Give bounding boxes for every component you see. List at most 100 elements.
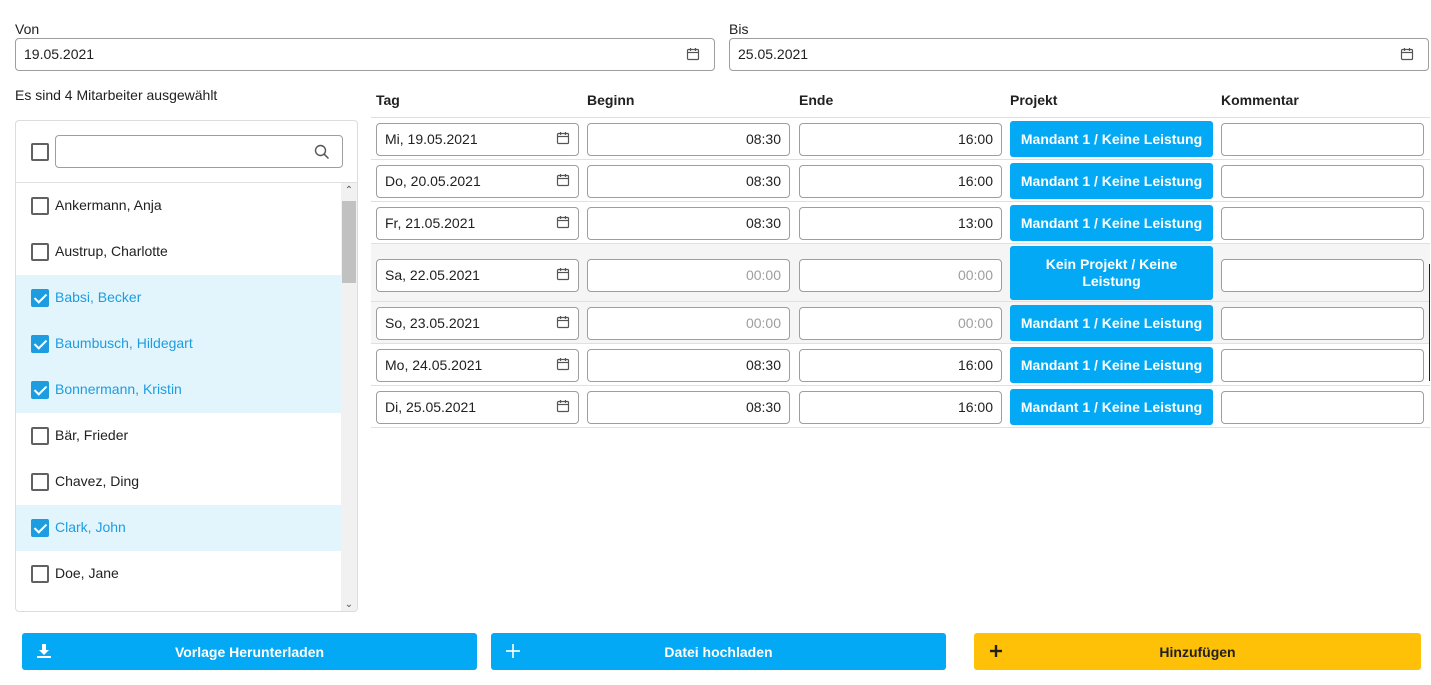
employee-name: Ankermann, Anja	[55, 197, 162, 213]
end-time-input[interactable]: 16:00	[799, 165, 1002, 198]
header-comment: Kommentar	[1221, 92, 1299, 108]
day-input[interactable]: Mo, 24.05.2021	[376, 349, 579, 382]
calendar-icon[interactable]	[556, 357, 570, 371]
list-item[interactable]: Clark, John	[16, 505, 341, 551]
header-end: Ende	[799, 92, 834, 108]
project-button[interactable]: Mandant 1 / Keine Leistung	[1010, 163, 1213, 199]
begin-time-value: 00:00	[745, 315, 781, 331]
begin-time-input[interactable]: 00:00	[587, 307, 790, 340]
header-project: Projekt	[1010, 92, 1058, 108]
employee-checkbox[interactable]	[31, 197, 49, 215]
begin-time-value: 00:00	[745, 267, 781, 283]
project-label: Mandant 1 / Keine Leistung	[1020, 214, 1203, 231]
scroll-down-icon[interactable]: ⌄	[344, 599, 354, 610]
day-input[interactable]: So, 23.05.2021	[376, 307, 579, 340]
from-date-input[interactable]: 19.05.2021	[15, 38, 715, 71]
download-template-label: Vorlage Herunterladen	[174, 643, 325, 660]
end-time-input[interactable]: 13:00	[799, 207, 1002, 240]
begin-time-input[interactable]: 08:30	[587, 207, 790, 240]
to-date-input[interactable]: 25.05.2021	[729, 38, 1429, 71]
comment-input[interactable]	[1221, 207, 1424, 240]
employee-name: Babsi, Becker	[55, 289, 142, 305]
end-time-input[interactable]: 00:00	[799, 259, 1002, 292]
day-input[interactable]: Do, 20.05.2021	[376, 165, 579, 198]
begin-time-input[interactable]: 00:00	[587, 259, 790, 292]
project-button[interactable]: Mandant 1 / Keine Leistung	[1010, 347, 1213, 383]
calendar-icon[interactable]	[556, 267, 570, 281]
comment-input[interactable]	[1221, 123, 1424, 156]
employee-search	[55, 135, 343, 168]
table-row: Mo, 24.05.2021 08:30 16:00 Mandant 1 / Kein…	[371, 344, 1430, 386]
project-label: Kein Projekt / Keine Leistung	[1045, 256, 1178, 289]
employee-checkbox[interactable]	[31, 335, 49, 353]
project-label: Mandant 1 / Keine Leistung	[1020, 172, 1203, 189]
comment-input[interactable]	[1221, 349, 1424, 382]
employee-name: Chavez, Ding	[55, 473, 140, 489]
day-input[interactable]: Fr, 21.05.2021	[376, 207, 579, 240]
scroll-thumb[interactable]	[342, 201, 356, 283]
project-label: Mandant 1 / Keine Leistung	[1020, 356, 1203, 373]
list-item[interactable]: Bonnermann, Kristin	[16, 367, 341, 413]
calendar-icon[interactable]	[556, 399, 570, 413]
day-input[interactable]: Di, 25.05.2021	[376, 391, 579, 424]
employee-checkbox[interactable]	[31, 289, 49, 307]
begin-time-input[interactable]: 08:30	[587, 165, 790, 198]
begin-time-value: 08:30	[745, 173, 781, 189]
to-date-value: 25.05.2021	[738, 46, 809, 62]
day-input[interactable]: Mi, 19.05.2021	[376, 123, 579, 156]
employee-checkbox[interactable]	[31, 381, 49, 399]
list-item[interactable]: Chavez, Ding	[16, 459, 341, 505]
begin-time-input[interactable]: 08:30	[587, 349, 790, 382]
select-all-checkbox[interactable]	[31, 143, 49, 161]
list-item[interactable]: Austrup, Charlotte	[16, 229, 341, 275]
employee-list-scrollbar[interactable]: ⌃ ⌄	[341, 183, 357, 611]
begin-time-input[interactable]: 08:30	[587, 123, 790, 156]
comment-input[interactable]	[1221, 307, 1424, 340]
employee-panel-header	[16, 121, 357, 183]
end-time-input[interactable]: 16:00	[799, 391, 1002, 424]
end-time-input[interactable]: 16:00	[799, 123, 1002, 156]
employee-checkbox[interactable]	[31, 427, 49, 445]
list-item[interactable]: Babsi, Becker	[16, 275, 341, 321]
calendar-icon[interactable]	[556, 173, 570, 187]
table-row: Mi, 19.05.2021 08:30 16:00 Mandant 1 / Kein…	[371, 118, 1430, 160]
calendar-icon[interactable]	[556, 131, 570, 145]
project-button[interactable]: Mandant 1 / Keine Leistung	[1010, 389, 1213, 425]
employee-search-input[interactable]	[56, 136, 296, 167]
comment-input[interactable]	[1221, 165, 1424, 198]
calendar-icon[interactable]	[556, 315, 570, 329]
project-button[interactable]: Kein Projekt / Keine Leistung	[1010, 246, 1213, 300]
project-button[interactable]: Mandant 1 / Keine Leistung	[1010, 305, 1213, 341]
begin-time-value: 08:30	[745, 131, 781, 147]
search-icon[interactable]	[314, 144, 330, 160]
employee-checkbox[interactable]	[31, 519, 49, 537]
list-item[interactable]: Doe, Jane	[16, 551, 341, 597]
add-button[interactable]: Hinzufügen	[974, 633, 1421, 670]
comment-input[interactable]	[1221, 391, 1424, 424]
upload-file-label: Datei hochladen	[664, 643, 773, 660]
employee-checkbox[interactable]	[31, 243, 49, 261]
upload-file-button[interactable]: Datei hochladen	[491, 633, 946, 670]
calendar-icon[interactable]	[556, 215, 570, 229]
list-item[interactable]: Bär, Frieder	[16, 413, 341, 459]
list-item[interactable]: Baumbusch, Hildegart	[16, 321, 341, 367]
end-time-input[interactable]: 00:00	[799, 307, 1002, 340]
day-value: Di, 25.05.2021	[385, 399, 477, 415]
employee-name: Bonnermann, Kristin	[55, 381, 182, 397]
scroll-up-icon[interactable]: ⌃	[344, 185, 354, 196]
calendar-icon[interactable]	[686, 47, 700, 61]
begin-time-input[interactable]: 08:30	[587, 391, 790, 424]
from-label: Von	[15, 21, 40, 37]
end-time-value: 16:00	[957, 173, 993, 189]
end-time-input[interactable]: 16:00	[799, 349, 1002, 382]
calendar-icon[interactable]	[1400, 47, 1414, 61]
begin-time-value: 08:30	[745, 215, 781, 231]
employee-checkbox[interactable]	[31, 473, 49, 491]
project-button[interactable]: Mandant 1 / Keine Leistung	[1010, 121, 1213, 157]
list-item[interactable]: Ankermann, Anja	[16, 183, 341, 229]
employee-checkbox[interactable]	[31, 565, 49, 583]
comment-input[interactable]	[1221, 259, 1424, 292]
day-input[interactable]: Sa, 22.05.2021	[376, 259, 579, 292]
project-button[interactable]: Mandant 1 / Keine Leistung	[1010, 205, 1213, 241]
download-template-button[interactable]: Vorlage Herunterladen	[22, 633, 477, 670]
